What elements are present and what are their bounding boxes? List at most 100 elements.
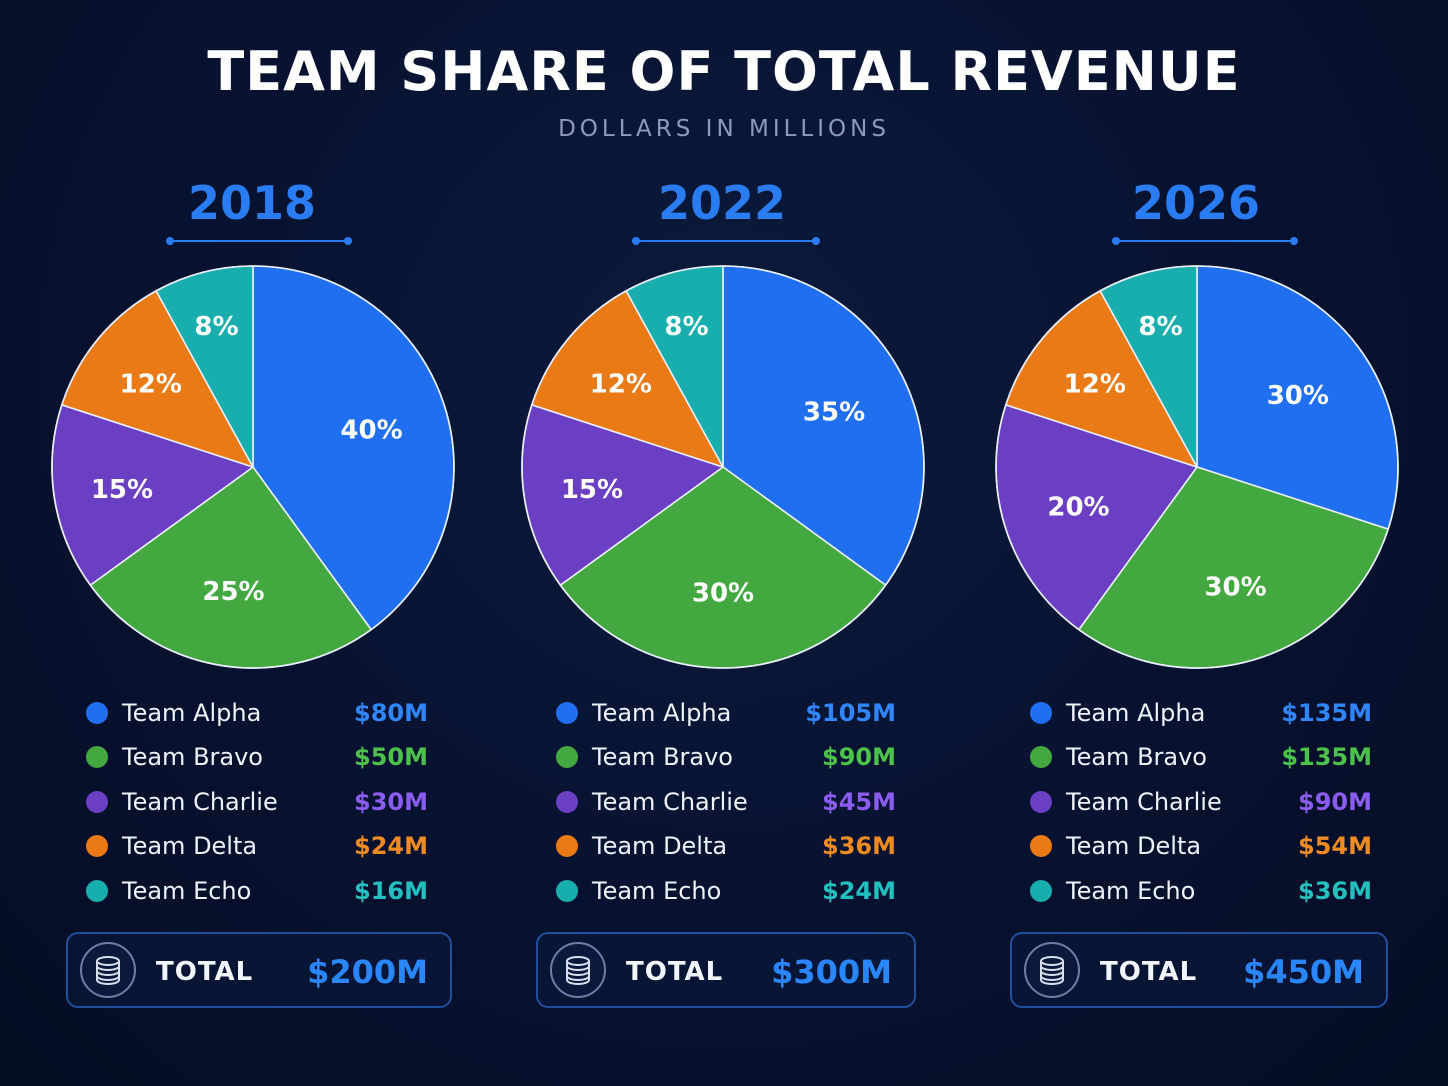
legend-swatch <box>556 746 578 769</box>
pie-percent-label: 15% <box>561 475 623 505</box>
pie-percent-label: 8% <box>1138 312 1182 342</box>
legend-swatch <box>1030 879 1052 902</box>
total-label: TOTAL <box>626 957 724 987</box>
legend-value: $50M <box>354 743 428 772</box>
legend-label: Team Alpha <box>122 699 262 727</box>
legend-label: Team Alpha <box>592 699 732 727</box>
pie-outline <box>995 265 1399 669</box>
year-underline <box>1112 236 1298 246</box>
legend-row-charlie: Team Charlie $90M <box>986 787 1406 817</box>
pie-year-title: 2018 <box>187 176 317 230</box>
legend-value: $45M <box>822 787 896 816</box>
legend-label: Team Charlie <box>592 787 748 816</box>
legend-value: $135M <box>1281 743 1372 772</box>
legend-row-alpha: Team Alpha $105M <box>512 698 932 728</box>
legend-value: $16M <box>354 876 428 905</box>
legend-label: Team Echo <box>1066 876 1196 905</box>
coin-stack-icon <box>1024 942 1080 998</box>
total-label: TOTAL <box>1100 957 1198 987</box>
legend-swatch <box>1030 835 1052 858</box>
legend-value: $105M <box>805 699 896 727</box>
total-box: TOTAL $200M <box>66 932 452 1008</box>
legend-value: $36M <box>1298 876 1372 905</box>
legend-swatch <box>86 879 108 902</box>
legend-value: $90M <box>1298 787 1372 816</box>
legend-label: Team Delta <box>592 832 728 861</box>
legend-row-echo: Team Echo $36M <box>986 876 1406 906</box>
legend-swatch <box>1030 746 1052 769</box>
pie-percent-label: 40% <box>340 415 402 445</box>
pie-chart: 40% 25% 15% 12% 8% <box>51 265 455 669</box>
legend-value: $36M <box>822 832 896 861</box>
pie-panel-2018: 2018 40% 25% 15% 12% 8% Team Alpha $80M Team Bra… <box>42 170 462 1030</box>
legend-swatch <box>556 879 578 902</box>
total-value: $300M <box>771 953 892 991</box>
legend-row-delta: Team Delta $54M <box>986 831 1406 861</box>
pie-year-title: 2022 <box>657 176 787 230</box>
pie-outline <box>521 265 925 669</box>
chart-subtitle: DOLLARS IN MILLIONS <box>558 116 890 142</box>
pie-percent-label: 25% <box>202 577 264 607</box>
legend-label: Team Delta <box>1066 832 1202 861</box>
legend-row-alpha: Team Alpha $80M <box>42 698 462 728</box>
legend-value: $135M <box>1281 699 1372 727</box>
legend-label: Team Bravo <box>592 743 733 772</box>
pie-percent-label: 8% <box>664 312 708 342</box>
legend-value: $24M <box>354 832 428 861</box>
pie-percent-label: 30% <box>1267 381 1329 411</box>
pie-percent-label: 30% <box>1204 573 1266 603</box>
chart-title: TEAM SHARE OF TOTAL REVENUE <box>207 40 1241 103</box>
total-box: TOTAL $300M <box>536 932 916 1008</box>
legend-label: Team Bravo <box>1066 743 1207 772</box>
legend-swatch <box>1030 790 1052 813</box>
legend-row-echo: Team Echo $24M <box>512 876 932 906</box>
pie-chart: 30% 30% 20% 12% 8% <box>995 265 1399 669</box>
pie-percent-label: 12% <box>120 369 182 399</box>
legend-row-bravo: Team Bravo $50M <box>42 742 462 772</box>
pie-panel-2022: 2022 35% 30% 15% 12% 8% Team Alpha $105M Team Br… <box>512 170 932 1030</box>
legend-swatch <box>556 790 578 813</box>
legend-label: Team Alpha <box>1066 699 1206 727</box>
legend-label: Team Delta <box>122 832 258 861</box>
pie-percent-label: 35% <box>803 397 865 427</box>
legend-row-bravo: Team Bravo $90M <box>512 742 932 772</box>
legend-row-echo: Team Echo $16M <box>42 876 462 906</box>
total-value: $450M <box>1243 953 1364 991</box>
pie-percent-label: 20% <box>1047 493 1109 523</box>
legend-row-charlie: Team Charlie $30M <box>42 787 462 817</box>
coin-stack-icon <box>550 942 606 998</box>
pie-year-title: 2026 <box>1131 176 1261 230</box>
legend-swatch <box>556 835 578 858</box>
total-value: $200M <box>307 953 428 991</box>
legend-row-charlie: Team Charlie $45M <box>512 787 932 817</box>
legend-swatch <box>86 835 108 858</box>
legend-value: $24M <box>822 876 896 905</box>
legend-swatch <box>86 702 108 724</box>
legend-swatch <box>86 790 108 813</box>
legend-row-delta: Team Delta $36M <box>512 831 932 861</box>
legend-swatch <box>1030 702 1052 724</box>
pie-percent-label: 8% <box>194 312 238 342</box>
pie-percent-label: 30% <box>692 579 754 609</box>
legend-value: $30M <box>354 787 428 816</box>
pie-percent-label: 12% <box>590 369 652 399</box>
pie-percent-label: 12% <box>1064 369 1126 399</box>
pie-percent-label: 15% <box>91 475 153 505</box>
legend-row-bravo: Team Bravo $135M <box>986 742 1406 772</box>
pie-chart: 35% 30% 15% 12% 8% <box>521 265 925 669</box>
legend-row-alpha: Team Alpha $135M <box>986 698 1406 728</box>
legend-value: $54M <box>1298 832 1372 861</box>
legend-label: Team Bravo <box>122 743 263 772</box>
legend-label: Team Echo <box>122 876 252 905</box>
legend-value: $90M <box>822 743 896 772</box>
total-box: TOTAL $450M <box>1010 932 1388 1008</box>
legend-label: Team Charlie <box>1066 787 1222 816</box>
total-label: TOTAL <box>156 957 254 987</box>
legend-label: Team Echo <box>592 876 722 905</box>
pie-outline <box>51 265 455 669</box>
legend-swatch <box>556 702 578 724</box>
coin-stack-icon <box>80 942 136 998</box>
pie-panel-2026: 2026 30% 30% 20% 12% 8% Team Alpha $135M Team Br… <box>986 170 1406 1030</box>
legend-swatch <box>86 746 108 769</box>
legend-label: Team Charlie <box>122 787 278 816</box>
